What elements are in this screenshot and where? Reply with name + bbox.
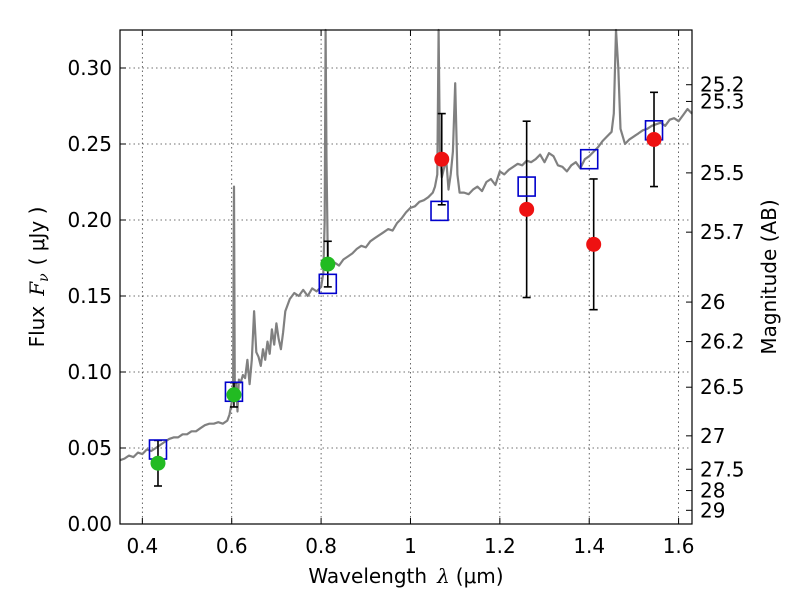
x-tick-label: 1 — [404, 534, 417, 558]
observed-point — [150, 455, 166, 471]
grid — [120, 30, 692, 525]
plot-frame — [119, 29, 693, 525]
x-axis-title: Wavelength λ (μm) — [308, 564, 503, 588]
observed-point — [646, 131, 662, 147]
x-tick-label: 1.6 — [663, 534, 695, 558]
observed-photometry-markers — [150, 131, 662, 471]
y2-tick-label: 25.7 — [700, 220, 745, 244]
observed-point — [226, 387, 242, 403]
model-photometry-square — [430, 200, 449, 222]
y2-tick-label: 25.3 — [700, 89, 745, 113]
y-tick-label: 0.10 — [67, 360, 112, 384]
y2-tick-label: 26.2 — [700, 330, 745, 354]
x-tick-label: 0.6 — [216, 534, 248, 558]
y-axis-title: FluxFν( μJy ) — [25, 207, 52, 348]
error-bars — [153, 91, 659, 487]
y-tick-label: 0.25 — [67, 132, 112, 156]
y2-tick-label: 25.2 — [700, 73, 745, 97]
y2-tick-label: 27.5 — [700, 457, 745, 481]
y-tick-label: 0.30 — [67, 56, 112, 80]
model-photometry-square — [517, 176, 536, 197]
y2-tick-label: 28 — [700, 479, 725, 503]
model-photometry-square — [318, 273, 338, 295]
y2-axis-title: Magnitude (AB) — [757, 199, 781, 354]
observed-point — [519, 201, 535, 217]
y2-tick-label: 27 — [700, 424, 725, 448]
x-tick-label: 0.8 — [305, 534, 337, 558]
y-tick-label: 0.15 — [67, 284, 112, 308]
x-tick-label: 1.2 — [484, 534, 516, 558]
observed-point — [586, 236, 602, 252]
y-axis-ticks: 0.00 0.05 0.10 0.15 0.20 0.25 0.30 — [67, 56, 126, 536]
y2-tick-label: 29 — [700, 498, 725, 522]
spectrum-series — [119, 28, 693, 462]
y2-tick-label: 25.5 — [700, 161, 745, 185]
spectrum-line — [119, 28, 693, 462]
x-tick-label: 1.4 — [573, 534, 605, 558]
x-tick-label: 0.4 — [126, 534, 158, 558]
y2-tick-label: 26.5 — [700, 375, 745, 399]
y-tick-label: 0.20 — [67, 208, 112, 232]
observed-point — [434, 151, 450, 167]
model-photometry-square — [579, 148, 599, 170]
y-tick-label: 0.05 — [67, 436, 112, 460]
model-photometry-markers — [148, 120, 664, 460]
observed-point — [320, 256, 336, 272]
y2-tick-label: 26 — [700, 290, 725, 314]
x-axis-ticks: 0.4 0.6 0.8 1 1.2 1.4 1.6 — [126, 30, 695, 558]
y-tick-label: 0.00 — [67, 512, 112, 536]
